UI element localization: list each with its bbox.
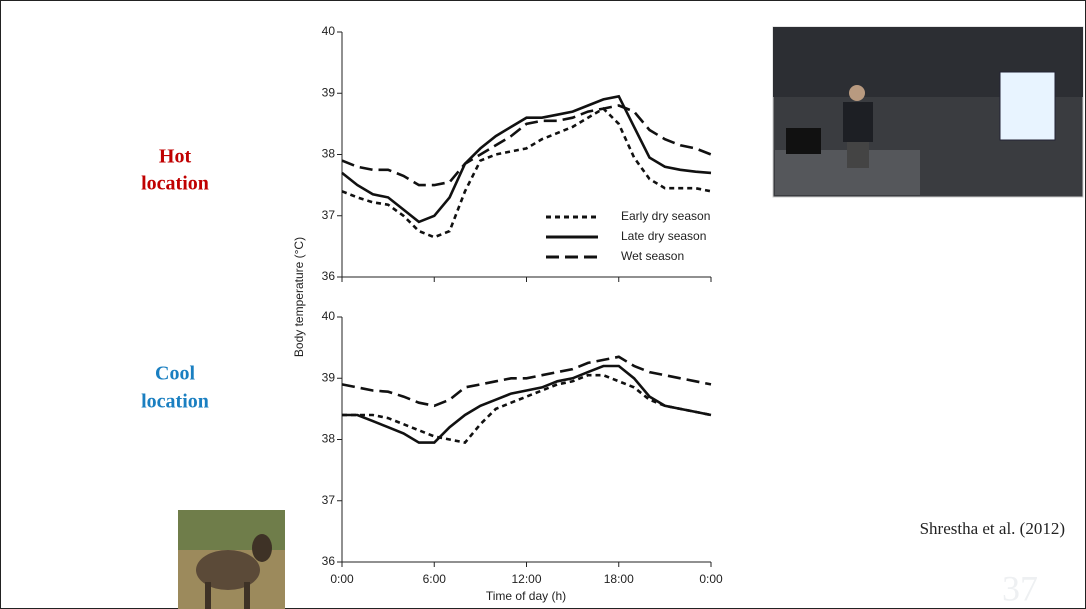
- series-line: [341, 355, 712, 408]
- x-axis-title: Time of day (h): [486, 589, 566, 603]
- hot-label: location: [141, 173, 209, 195]
- series-line: [341, 104, 712, 187]
- y-tick-label: 39: [322, 85, 336, 99]
- y-tick-label: 39: [322, 370, 336, 384]
- x-tick-label: 18:00: [604, 572, 634, 586]
- x-tick-label: 0:00: [699, 572, 723, 586]
- animal-photo: [178, 510, 285, 609]
- y-tick-label: 38: [322, 147, 336, 161]
- y-tick-label: 37: [322, 493, 336, 507]
- legend-label: Late dry season: [621, 229, 706, 243]
- x-tick-label: 12:00: [511, 572, 541, 586]
- y-tick-label: 36: [322, 554, 336, 568]
- legend-label: Early dry season: [621, 209, 710, 223]
- citation: Shrestha et al. (2012): [920, 519, 1065, 538]
- x-tick-label: 6:00: [423, 572, 447, 586]
- webcam-inset: [772, 26, 1084, 198]
- y-tick-label: 36: [322, 269, 336, 283]
- y-tick-label: 40: [322, 24, 336, 38]
- y-tick-label: 40: [322, 309, 336, 323]
- cool-label: Cool: [155, 363, 195, 385]
- page-number: 37: [1002, 568, 1038, 608]
- series-line: [341, 106, 712, 239]
- series-line: [341, 94, 712, 224]
- cool-label: location: [141, 391, 209, 413]
- y-tick-label: 38: [322, 432, 336, 446]
- series-line: [342, 364, 712, 444]
- y-axis-title: Body temperature (°C): [292, 237, 306, 357]
- legend-label: Wet season: [621, 249, 684, 263]
- y-tick-label: 37: [322, 208, 336, 222]
- x-tick-label: 0:00: [330, 572, 354, 586]
- hot-label: Hot: [159, 146, 192, 168]
